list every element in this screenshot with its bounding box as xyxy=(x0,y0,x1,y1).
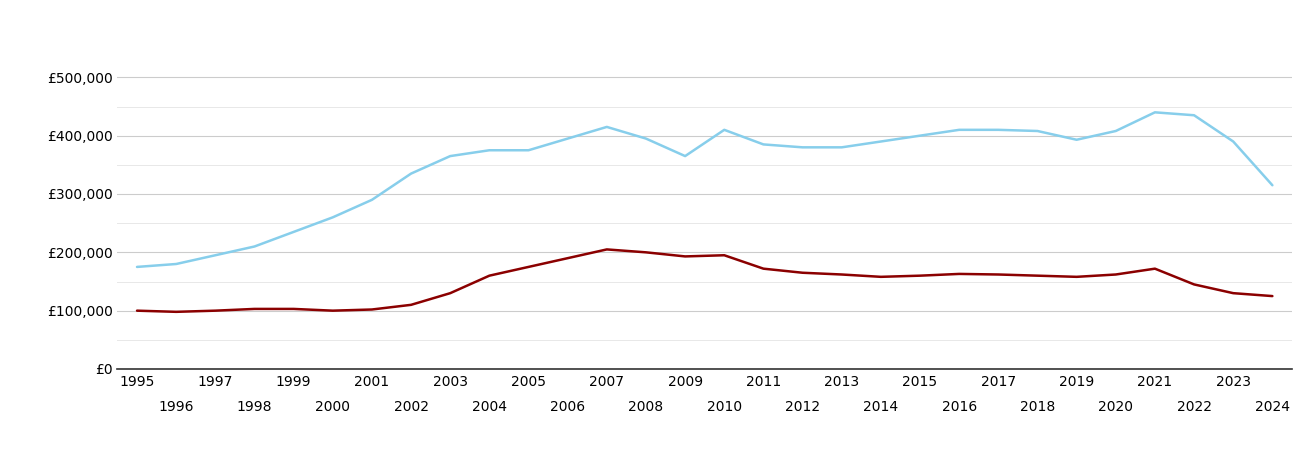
Grimsby xyxy=(325,308,341,313)
England & Wales xyxy=(442,153,458,159)
England & Wales xyxy=(207,252,223,258)
Grimsby xyxy=(1186,282,1202,287)
Grimsby xyxy=(560,256,576,261)
England & Wales xyxy=(325,215,341,220)
England & Wales xyxy=(1108,128,1124,134)
England & Wales xyxy=(834,144,850,150)
Grimsby xyxy=(521,264,536,270)
Grimsby xyxy=(1108,272,1124,277)
Grimsby xyxy=(1069,274,1084,279)
Line: Grimsby: Grimsby xyxy=(137,249,1272,312)
England & Wales xyxy=(795,144,810,150)
England & Wales xyxy=(1225,139,1241,144)
England & Wales xyxy=(1186,112,1202,118)
England & Wales xyxy=(482,148,497,153)
Grimsby xyxy=(1030,273,1045,279)
Grimsby xyxy=(129,308,145,313)
Grimsby xyxy=(364,307,380,312)
England & Wales xyxy=(168,261,184,267)
Grimsby xyxy=(247,306,262,311)
Grimsby xyxy=(951,271,967,277)
England & Wales xyxy=(599,124,615,130)
Grimsby xyxy=(168,309,184,315)
England & Wales xyxy=(1030,128,1045,134)
Grimsby xyxy=(1147,266,1163,271)
England & Wales xyxy=(677,153,693,159)
Grimsby xyxy=(1225,290,1241,296)
England & Wales xyxy=(716,127,732,133)
England & Wales xyxy=(403,171,419,176)
Grimsby xyxy=(638,250,654,255)
Line: England & Wales: England & Wales xyxy=(137,112,1272,267)
England & Wales xyxy=(1265,183,1280,188)
England & Wales xyxy=(912,133,928,138)
Grimsby xyxy=(677,254,693,259)
Grimsby xyxy=(873,274,889,279)
England & Wales xyxy=(756,142,771,147)
Grimsby xyxy=(756,266,771,271)
England & Wales xyxy=(990,127,1006,133)
England & Wales xyxy=(521,148,536,153)
England & Wales xyxy=(1069,137,1084,143)
Grimsby xyxy=(599,247,615,252)
Grimsby xyxy=(207,308,223,313)
England & Wales xyxy=(638,136,654,141)
England & Wales xyxy=(873,139,889,144)
England & Wales xyxy=(1147,110,1163,115)
England & Wales xyxy=(951,127,967,133)
Grimsby xyxy=(482,273,497,279)
Grimsby xyxy=(442,290,458,296)
England & Wales xyxy=(129,264,145,270)
Grimsby xyxy=(403,302,419,307)
Grimsby xyxy=(286,306,301,311)
Grimsby xyxy=(716,252,732,258)
Grimsby xyxy=(795,270,810,275)
England & Wales xyxy=(286,229,301,234)
England & Wales xyxy=(364,197,380,202)
Grimsby xyxy=(1265,293,1280,299)
Grimsby xyxy=(834,272,850,277)
England & Wales xyxy=(247,244,262,249)
Grimsby xyxy=(990,272,1006,277)
Grimsby xyxy=(912,273,928,279)
England & Wales xyxy=(560,136,576,141)
